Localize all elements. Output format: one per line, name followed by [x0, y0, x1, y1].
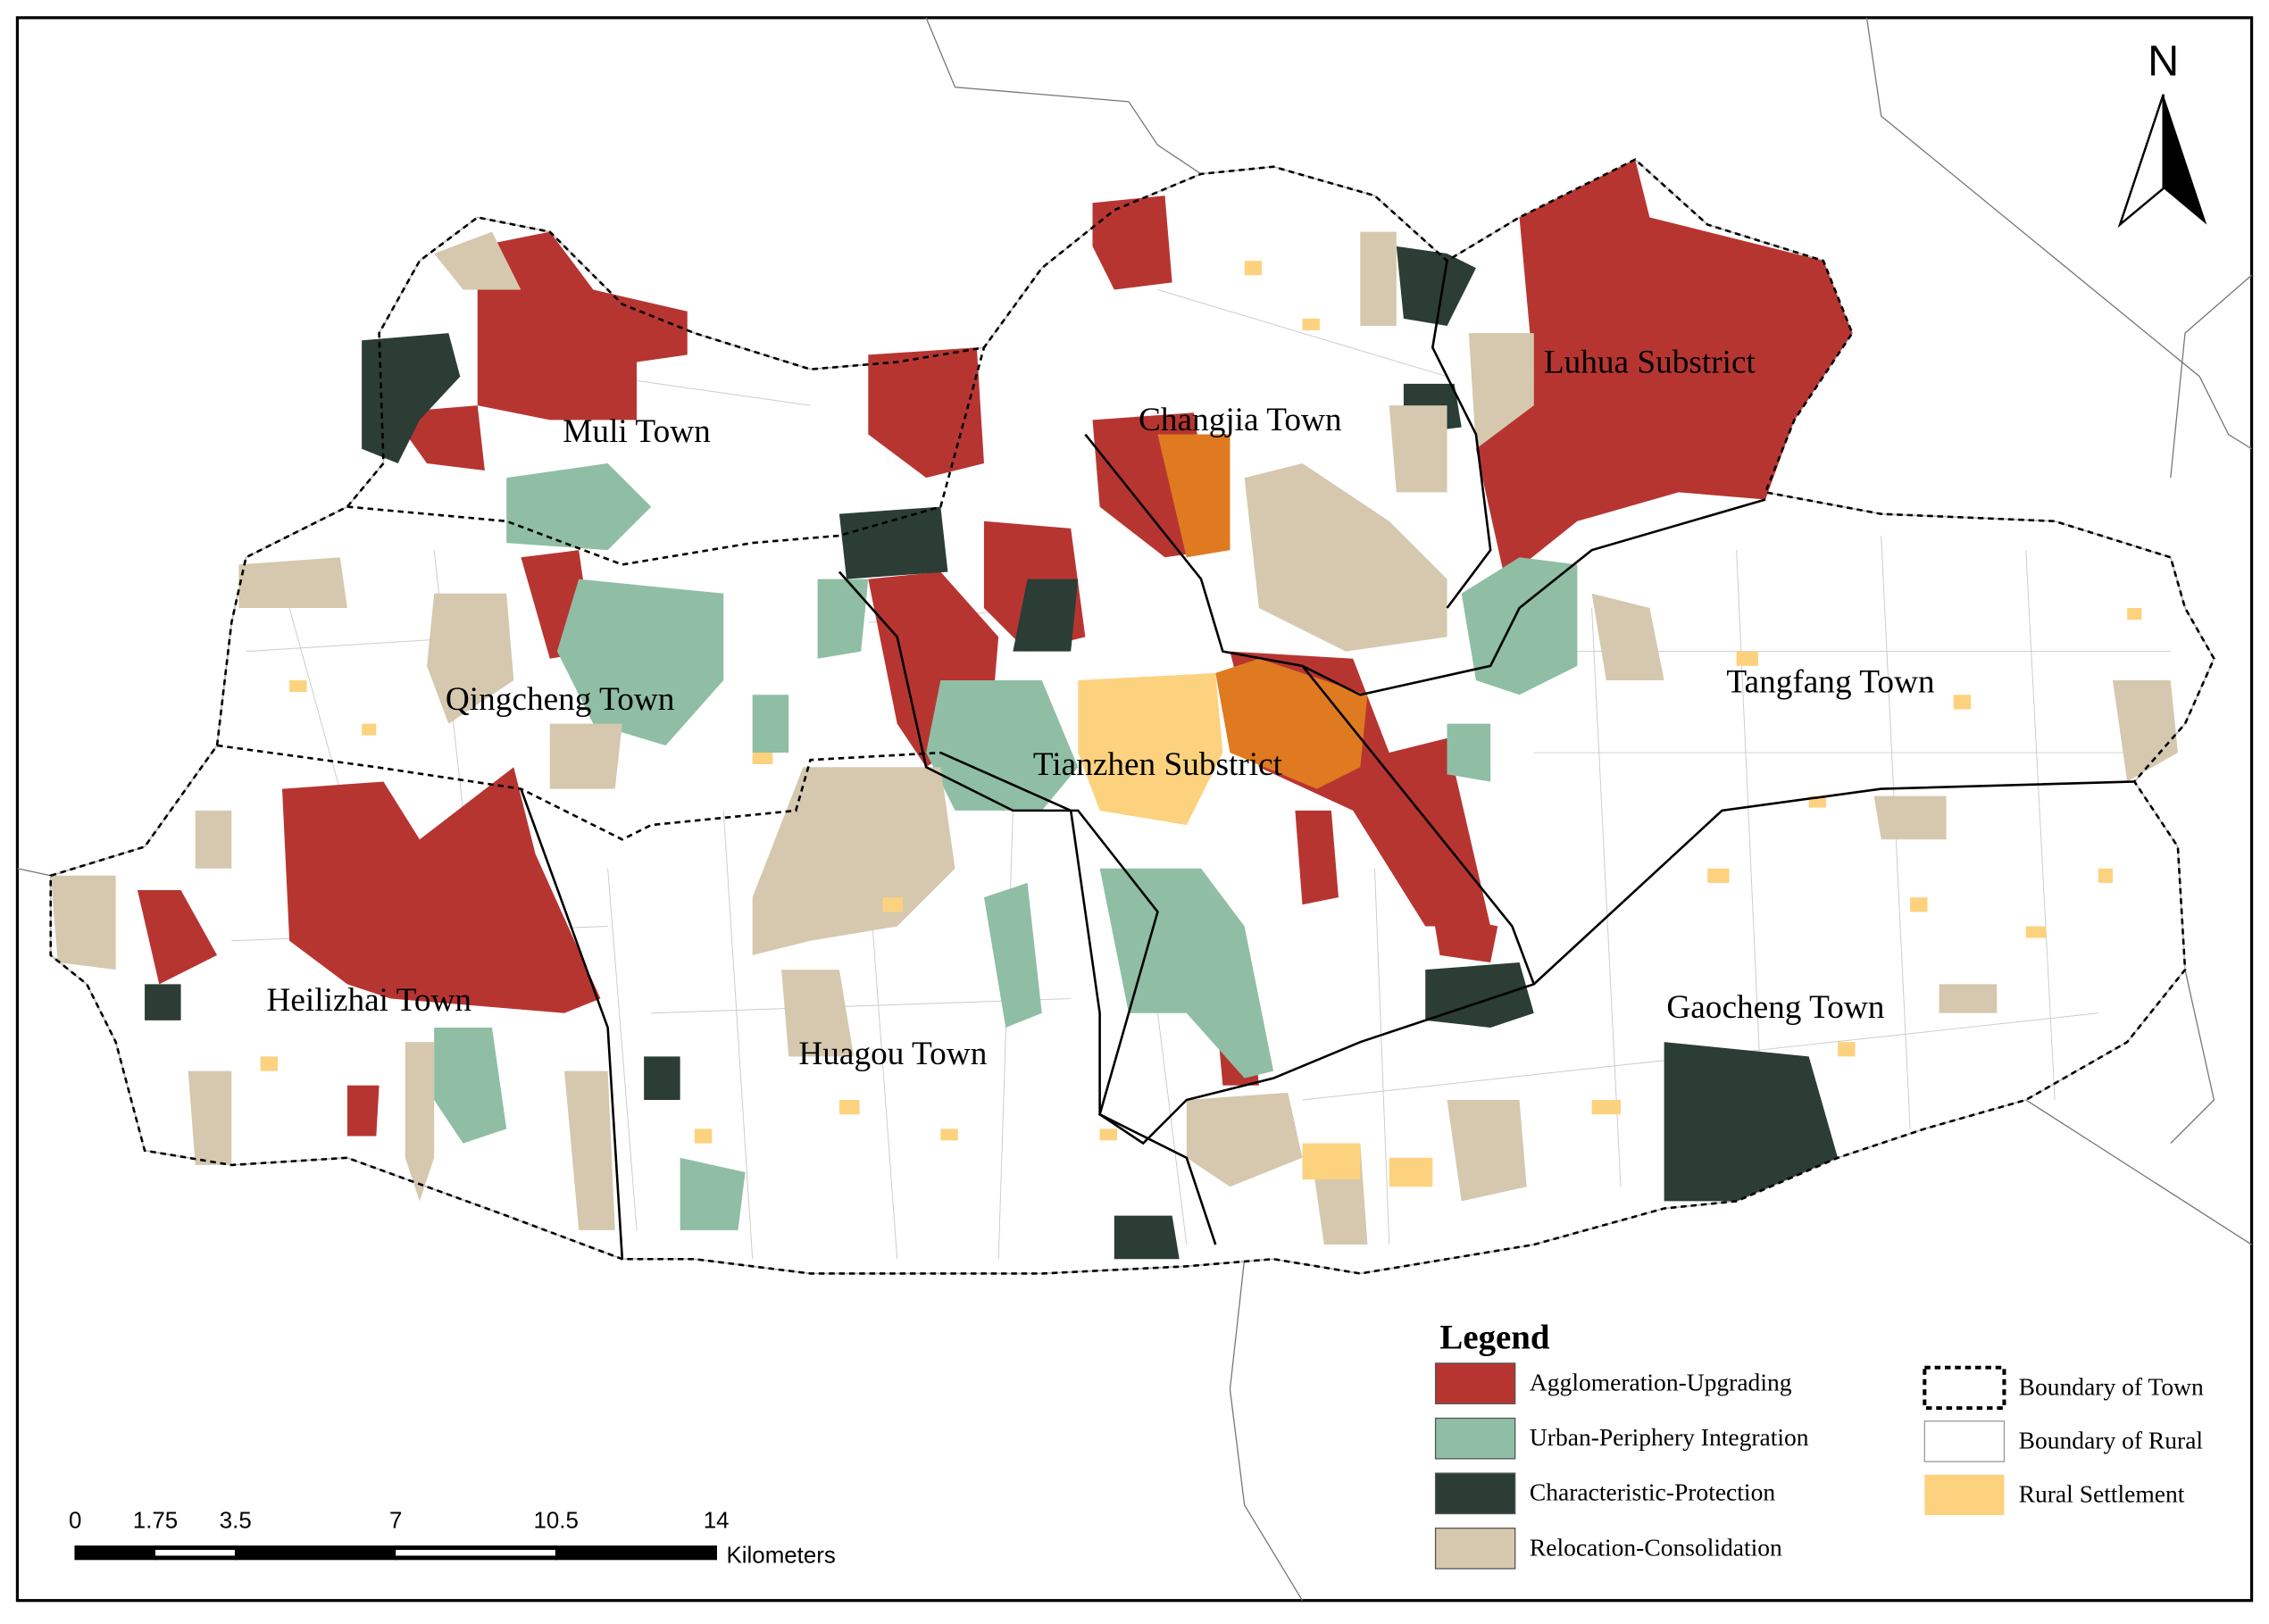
- legend-label: Rural Settlement: [2019, 1479, 2185, 1507]
- town-boundaries: [49, 158, 2215, 1275]
- scale-label: 7: [389, 1509, 402, 1534]
- legend-label: Relocation-Consolidation: [1530, 1533, 1782, 1561]
- legend-swatch: [1434, 1472, 1516, 1515]
- scale-label: 14: [704, 1509, 730, 1534]
- scale-label: 10.5: [533, 1509, 578, 1534]
- town-label: Muli Town: [563, 413, 711, 450]
- legend-swatch: [1923, 1365, 2006, 1411]
- scale-label: 3.5: [220, 1509, 252, 1534]
- legend-swatch: [1923, 1420, 2006, 1462]
- town-label: Qingcheng Town: [446, 681, 675, 718]
- town-label: Changjia Town: [1139, 402, 1342, 438]
- town-label: Heilizhai Town: [266, 982, 471, 1019]
- legend-label: Characteristic-Protection: [1530, 1478, 1775, 1506]
- legend-label: Urban-Periphery Integration: [1530, 1423, 1809, 1451]
- town-label: Tangfang Town: [1726, 663, 1935, 700]
- tianzhen-core: [1078, 434, 1368, 826]
- town-label: Luhua Substrict: [1544, 344, 1756, 380]
- scale-unit: Kilometers: [727, 1544, 836, 1569]
- urban-periphery-integration-areas: [434, 462, 1578, 1230]
- town-label: Gaocheng Town: [1666, 989, 1884, 1026]
- legend-swatch: [1434, 1417, 1516, 1460]
- legend-swatch: [1434, 1528, 1516, 1570]
- north-label: N: [2148, 37, 2179, 86]
- legend-label: Agglomeration-Upgrading: [1530, 1369, 1792, 1396]
- legend-label: Boundary of Town: [2019, 1372, 2204, 1400]
- town-label: Huagou Town: [798, 1036, 987, 1072]
- legend-swatch: [1924, 1474, 2005, 1516]
- legend-swatch: [1434, 1362, 1516, 1404]
- relocation-consolidation-areas: [50, 231, 2178, 1245]
- scale-label: 1.75: [133, 1509, 178, 1534]
- scale-label: 0: [69, 1509, 81, 1534]
- legend: Legend Agglomeration-Upgrading Urban-Peri…: [1434, 1319, 2204, 1570]
- legend-label: Boundary of Rural: [2019, 1426, 2204, 1453]
- characteristic-protection-areas: [145, 246, 1839, 1260]
- town-label: Tianzhen Substrict: [1033, 746, 1283, 783]
- scale-segment: [155, 1549, 236, 1556]
- town-labels: Muli Town Changjia Town Luhua Substrict Qin…: [266, 344, 1934, 1072]
- scale-bar: Kilometers 0 1.75 3.5 7 10.5 14: [69, 1509, 836, 1569]
- outer-roads: [17, 17, 2252, 1602]
- legend-title: Legend: [1439, 1319, 1549, 1357]
- scale-segment: [396, 1549, 556, 1556]
